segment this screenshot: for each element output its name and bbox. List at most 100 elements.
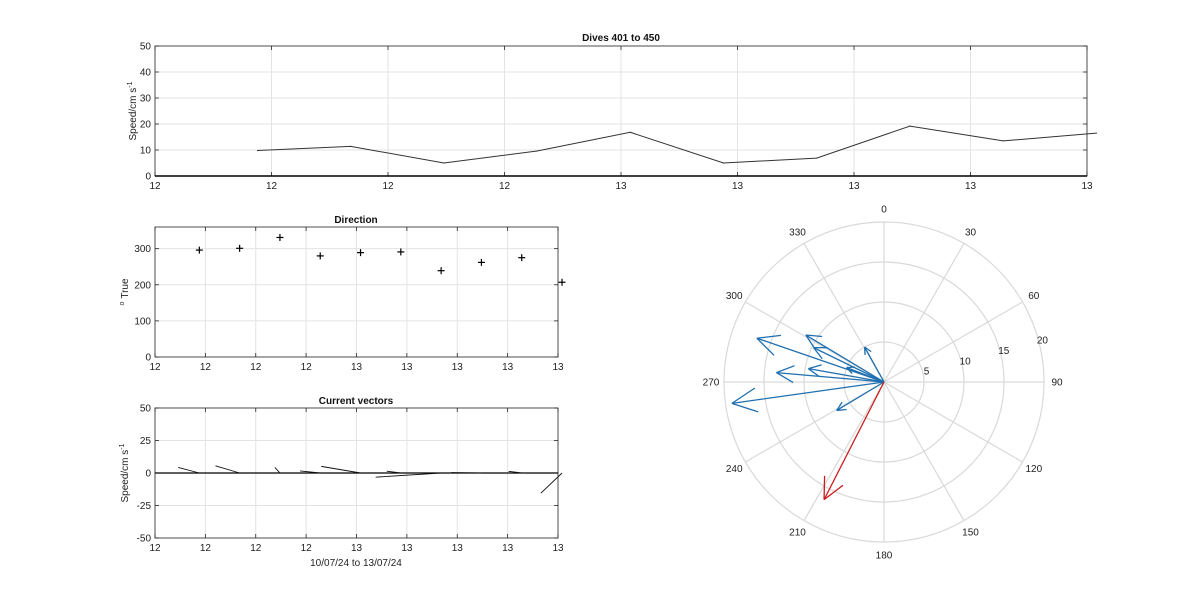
vectors-xtick-label: 13 (401, 543, 413, 554)
speed-point (1002, 140, 1004, 142)
current-vector-stick (274, 467, 281, 474)
direction-point (236, 244, 244, 252)
direction-xtick-label: 13 (502, 362, 514, 373)
current-vector-stick (321, 465, 361, 474)
speed-point (256, 149, 259, 152)
vectors-xtick-label: 13 (452, 543, 464, 554)
polar-radius-label: 10 (960, 356, 972, 367)
compass-arrow-blue-shaft (808, 368, 885, 383)
direction-point (437, 267, 445, 275)
speed-xtick-label: 12 (499, 181, 511, 192)
compass-arrow-blue (805, 334, 885, 383)
vectors-xtick-label: 13 (552, 543, 564, 554)
vectors-ytick-label: -25 (137, 501, 152, 512)
direction-point (397, 248, 405, 256)
compass-arrow-blue (776, 365, 885, 384)
current-vector-stick (178, 466, 200, 474)
direction-point (477, 258, 485, 266)
polar-angle-label: 210 (789, 527, 806, 538)
polar-angle-label: 270 (703, 378, 720, 389)
compass-arrow-blue (731, 381, 885, 413)
direction-xtick-label: 12 (149, 362, 161, 373)
polar-ring (803, 301, 965, 463)
direction-ytick-label: 0 (145, 353, 151, 364)
vectors-ytick-label: 50 (140, 404, 152, 415)
speed-ytick-label: 40 (140, 68, 152, 79)
compass-arrow-blue (807, 364, 885, 383)
vectors-ytick-label: 0 (145, 469, 151, 480)
compass-arrow-blue-barb (731, 387, 756, 404)
compass-arrow-blue-barb (807, 368, 820, 378)
speed-point (443, 162, 445, 164)
direction-ytick-label: 100 (134, 316, 151, 327)
polar-panel: 0 30 60 90 120 150 180 210 240 270 300 330 5 10 15 20 (703, 205, 1063, 562)
vectors-xtick-label: 12 (149, 543, 161, 554)
compass-arrow-blue-barb (813, 347, 823, 360)
compass-arrow-blue-barb (846, 367, 853, 374)
speed-xtick-label: 13 (1081, 181, 1093, 192)
compass-arrow-blue-barb (805, 334, 823, 338)
current-vector-stick (375, 472, 442, 478)
speed-xtick-label: 13 (965, 181, 977, 192)
speed-xtick-label: 13 (848, 181, 860, 192)
speed-point (350, 145, 352, 147)
direction-panel: Direction oTrue 0 100 200 300 12 12 12 12 13 13 13… (119, 215, 566, 373)
direction-point (195, 246, 203, 254)
compass-arrow-blue-shaft (846, 367, 885, 383)
speed-ytick-label: 30 (140, 94, 152, 105)
speed-point (909, 125, 911, 127)
polar-angle-label: 330 (789, 228, 806, 239)
vectors-title: Current vectors (319, 396, 394, 407)
speed-ytick-label: 50 (140, 42, 152, 53)
compass-arrow-blue (836, 381, 885, 412)
compass-arrow-blue-barb (756, 337, 775, 356)
direction-xtick-label: 13 (452, 362, 464, 373)
polar-angle-label: 300 (726, 291, 743, 302)
vectors-xtick-label: 12 (250, 543, 262, 554)
polar-angle-label: 0 (881, 205, 887, 216)
polar-angle-label: 120 (1025, 464, 1042, 475)
vectors-ytick-label: -50 (137, 534, 152, 545)
compass-arrow-blue-shaft (731, 381, 885, 405)
direction-xtick-label: 13 (552, 362, 564, 373)
polar-radius-label: 20 (1037, 336, 1049, 347)
speed-point (816, 157, 818, 159)
vectors-ytick-label: 25 (140, 436, 152, 447)
current-vector-stick (215, 465, 240, 474)
direction-xtick-label: 13 (401, 362, 413, 373)
compass-arrow-blue-barb (836, 401, 843, 411)
compass-arrow-blue-barb (836, 408, 847, 412)
direction-point (558, 278, 566, 286)
vectors-ylabel: Speed/cm s-1 (119, 443, 131, 502)
compass-arrow-blue-barb (846, 366, 855, 369)
direction-title: Direction (334, 215, 377, 226)
current-vector-stick (300, 470, 321, 474)
compass-arrow-red-barb (823, 484, 844, 501)
compass-arrow-blue-shaft (813, 347, 885, 383)
direction-point (276, 233, 284, 241)
polar-angle-label: 150 (962, 527, 979, 538)
speed-ytick-label: 20 (140, 120, 152, 131)
current-vector-stick (508, 470, 522, 474)
speed-point (722, 162, 725, 164)
direction-xtick-label: 13 (351, 362, 363, 373)
direction-point (518, 254, 526, 262)
direction-ytick-label: 200 (134, 280, 151, 291)
polar-angle-label: 180 (876, 551, 893, 562)
speed-xtick-label: 13 (615, 181, 627, 192)
polar-ring (723, 221, 1045, 543)
direction-xtick-label: 12 (250, 362, 262, 373)
compass-arrow-red-shaft (823, 381, 885, 500)
compass-arrow-red (823, 381, 885, 501)
compass-arrow-blue (863, 346, 885, 383)
compass-arrow-blue-shaft (805, 334, 885, 383)
current-vector-stick (386, 470, 401, 474)
vectors-xtick-label: 13 (351, 543, 363, 554)
direction-xtick-label: 12 (200, 362, 212, 373)
speed-xtick-label: 13 (732, 181, 744, 192)
polar-angle-label: 60 (1028, 291, 1040, 302)
compass-arrow-blue-shaft (836, 381, 885, 411)
direction-xtick-label: 12 (301, 362, 313, 373)
compass-arrow-blue-barb (776, 372, 794, 384)
